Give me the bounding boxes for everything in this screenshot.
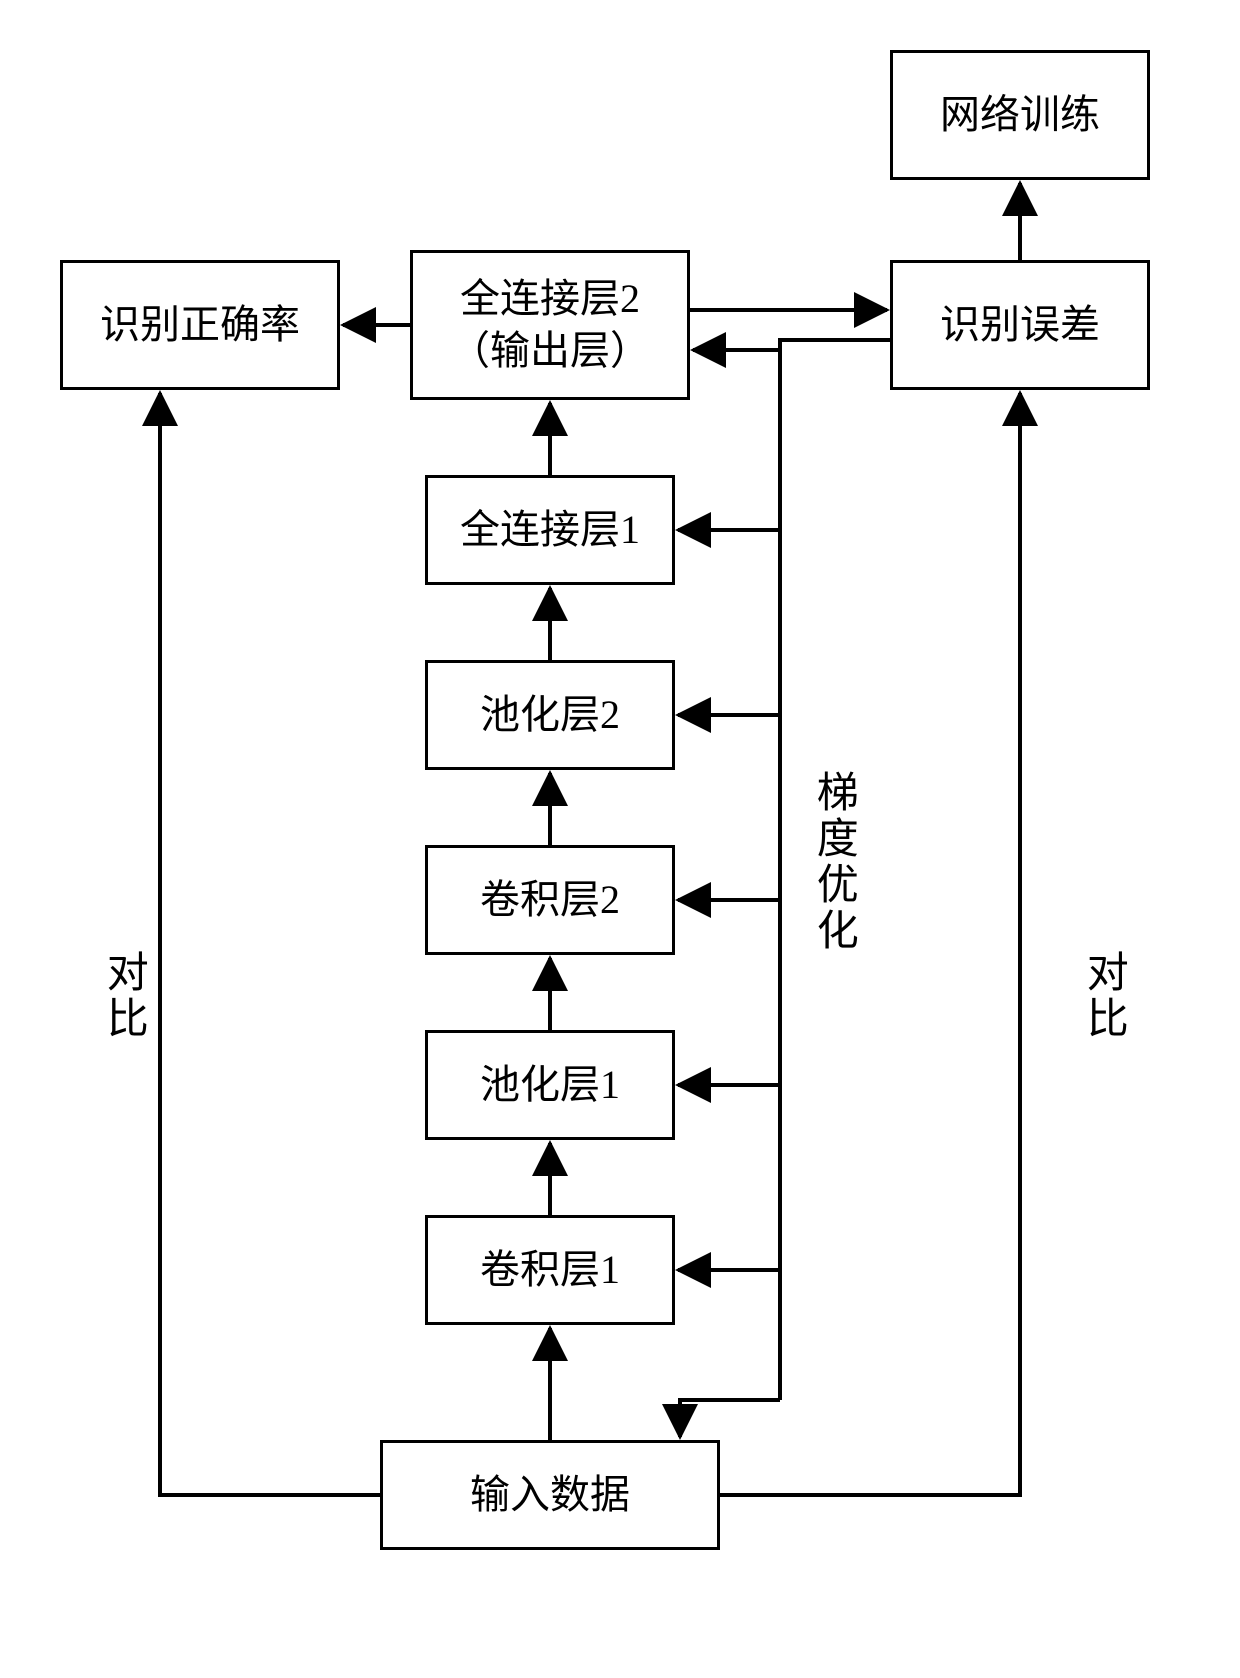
node-label: 全连接层1	[460, 504, 640, 556]
node-pool1: 池化层1	[425, 1030, 675, 1140]
label-gradient-optimization: 梯度优化	[810, 770, 856, 954]
node-pool2: 池化层2	[425, 660, 675, 770]
node-input-data: 输入数据	[380, 1440, 720, 1550]
node-label: 卷积层1	[480, 1244, 620, 1296]
node-recognition-accuracy: 识别正确率	[60, 260, 340, 390]
node-recognition-error: 识别误差	[890, 260, 1150, 390]
label-compare-left: 对比	[100, 950, 146, 1042]
node-fc2-output-layer: 全连接层2 （输出层）	[410, 250, 690, 400]
vlabel-text: 对比	[100, 950, 146, 1042]
node-label: 池化层2	[480, 689, 620, 741]
node-label: 池化层1	[480, 1059, 620, 1111]
vlabel-text: 梯度优化	[810, 770, 856, 954]
node-label: 全连接层2 （输出层）	[450, 273, 650, 377]
vlabel-text: 对比	[1080, 950, 1126, 1042]
node-label: 卷积层2	[480, 874, 620, 926]
node-network-training: 网络训练	[890, 50, 1150, 180]
node-conv1: 卷积层1	[425, 1215, 675, 1325]
node-label: 识别误差	[940, 299, 1100, 351]
edge-input-error	[720, 393, 1020, 1495]
label-compare-right: 对比	[1080, 950, 1126, 1042]
node-label: 输入数据	[470, 1469, 630, 1521]
node-conv2: 卷积层2	[425, 845, 675, 955]
node-fc1: 全连接层1	[425, 475, 675, 585]
feedback-to-input	[680, 1400, 780, 1437]
edge-input-accuracy	[160, 393, 380, 1495]
node-label: 识别正确率	[100, 299, 300, 351]
node-label: 网络训练	[940, 89, 1100, 141]
